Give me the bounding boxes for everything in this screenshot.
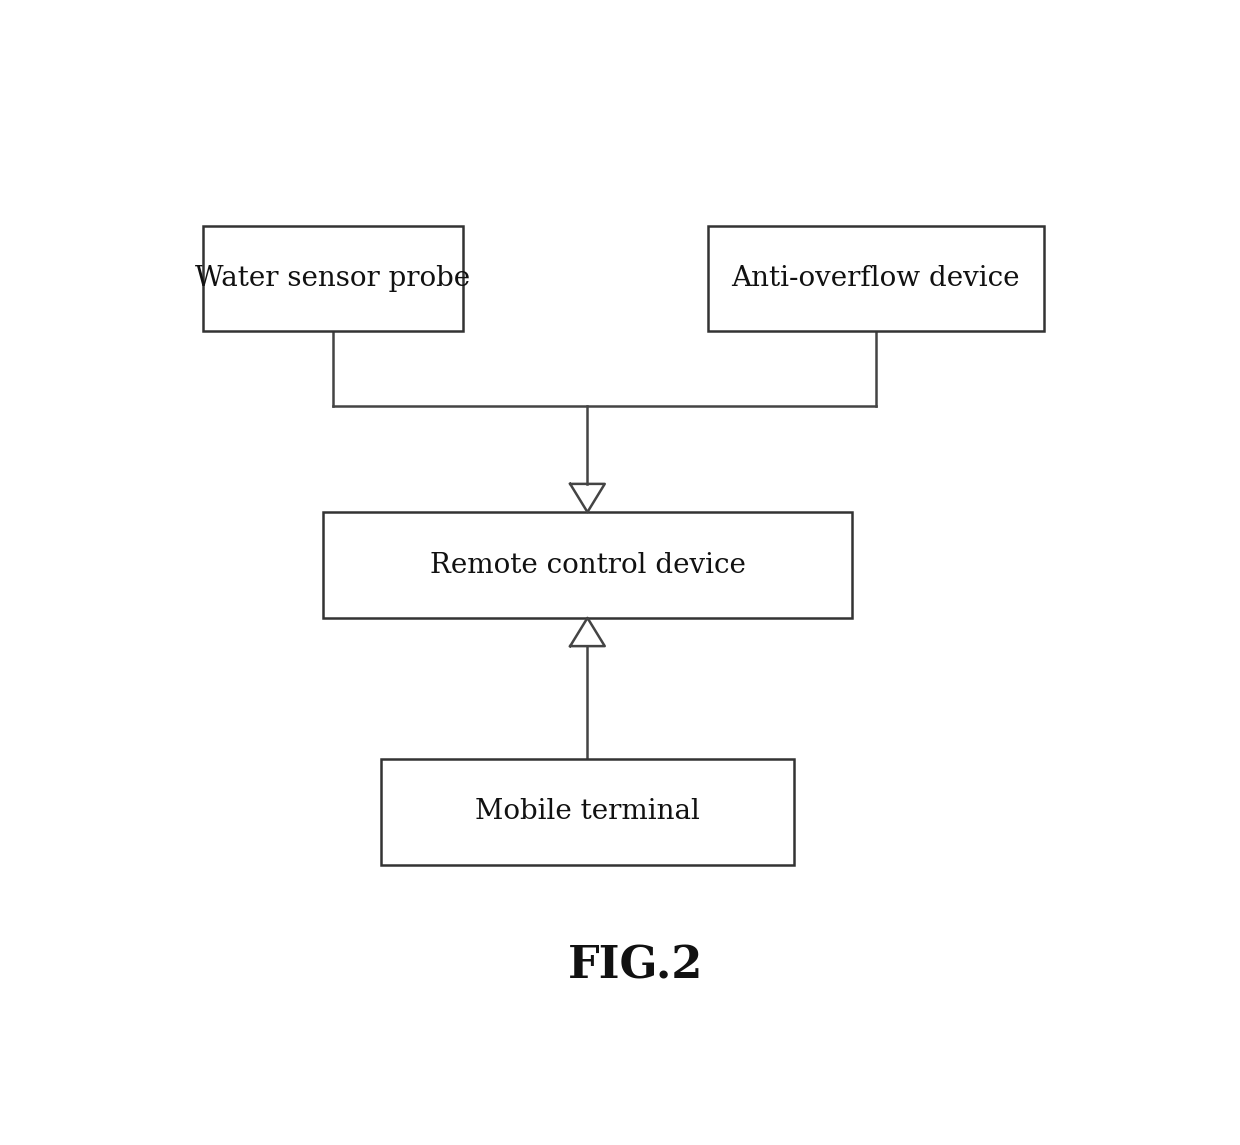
Text: Water sensor probe: Water sensor probe bbox=[195, 264, 470, 292]
Text: Mobile terminal: Mobile terminal bbox=[475, 798, 699, 826]
Bar bbox=[381, 759, 794, 864]
Bar bbox=[324, 512, 852, 618]
Text: Remote control device: Remote control device bbox=[429, 552, 745, 578]
Text: FIG.2: FIG.2 bbox=[568, 945, 703, 988]
Text: Anti-overflow device: Anti-overflow device bbox=[732, 264, 1021, 292]
Bar bbox=[203, 226, 463, 331]
Bar bbox=[708, 226, 1044, 331]
